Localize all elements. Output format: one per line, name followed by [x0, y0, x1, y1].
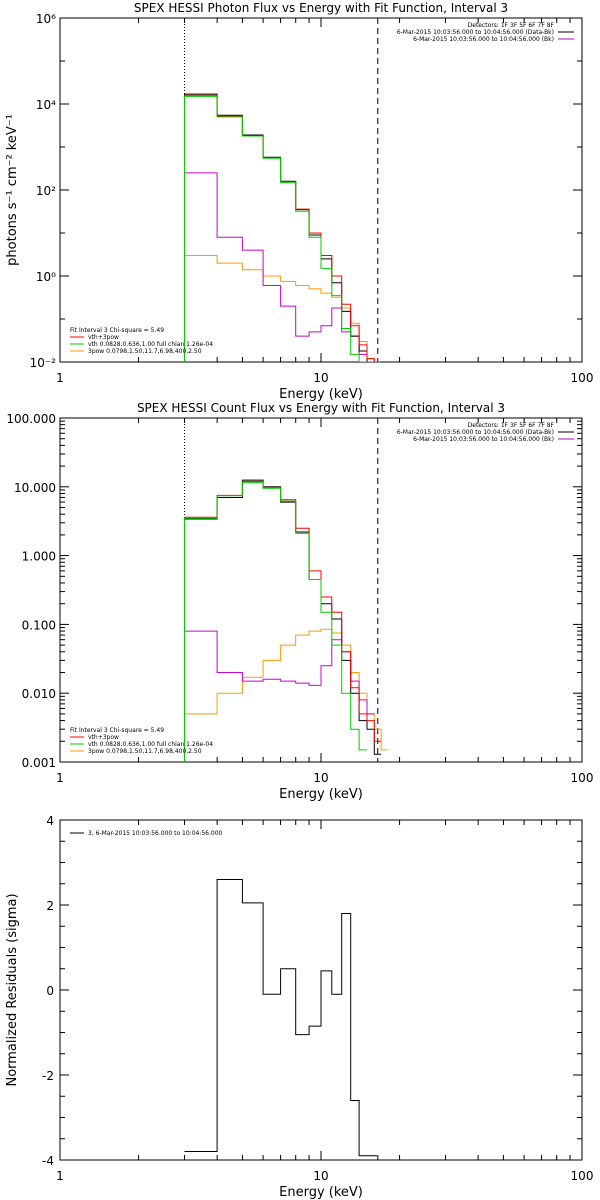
series-line-3 [184, 628, 388, 762]
y-tick-label: 4 [46, 814, 54, 828]
series-group [184, 479, 388, 762]
series-line-1 [184, 480, 382, 762]
x-tick-label: 10 [313, 371, 328, 385]
x-tick-label: 100 [571, 371, 594, 385]
legend-entry: 3, 6-Mar-2015 10:03:56.000 to 10:04:56.0… [88, 830, 223, 837]
x-tick-label: 10 [313, 771, 328, 785]
y-tick-label: 10⁻² [30, 356, 57, 370]
series-line-3 [184, 255, 382, 362]
panel-3: 1 10 100 -4 -2 0 2 4 Energy (keV) Normalized Resi… [5, 814, 593, 1200]
info-line: 6-Mar-2015 10:03:56.000 to 10:04:56.000 … [413, 436, 554, 443]
legend-entry: 3pow 0.0798,1.50,11.7,6.98,400,2.50 [88, 748, 202, 755]
y-tick-label: 2 [46, 899, 54, 913]
legend-entry: vth+3pow [88, 734, 119, 741]
y-tick-label: 0.001 [22, 756, 56, 770]
y-tick-label: 1.000 [22, 550, 56, 564]
y-tick-label: 10.000 [14, 481, 56, 495]
legend-entry: 3pow 0.0798,1.50,11.7,6.98,400,2.50 [88, 348, 202, 355]
series-line-4 [184, 172, 375, 362]
series-line-0 [184, 93, 375, 362]
y-tick-label: 10⁰ [36, 270, 56, 284]
y-tick-label: 0 [46, 984, 54, 998]
y-axis-label: photons s⁻¹ cm⁻² keV⁻¹ [5, 114, 20, 266]
y-tick-label: -4 [42, 1154, 54, 1168]
info-line: 6-Mar-2015 10:03:56.000 to 10:04:56.000 … [397, 29, 554, 36]
info-line: 6-Mar-2015 10:03:56.000 to 10:04:56.000 … [413, 36, 554, 43]
y-tick-label: 0.010 [22, 687, 56, 701]
y-tick-label: 100.000 [6, 412, 56, 426]
x-tick-label: 10 [313, 1169, 328, 1183]
series-line-2 [184, 95, 375, 362]
y-tick-label: 0.100 [22, 618, 56, 632]
legend-entry: Fit Interval 3 Chi-square = 5.49 [70, 727, 164, 734]
legend-entry: Fit Interval 3 Chi-square = 5.49 [70, 327, 164, 334]
series-line-0 [184, 879, 379, 1160]
series-group [184, 879, 379, 1160]
info-line: Detectors: 1F 3F 5F 6F 7F 8F [468, 422, 555, 429]
chart-title: SPEX HESSI Count Flux vs Energy with Fit… [137, 401, 505, 415]
legend-entry: vth 0.0828,0.636,1.00 full chian 1.26e-0… [88, 741, 213, 748]
x-tick-label: 100 [571, 1169, 594, 1183]
x-tick-label: 1 [56, 1169, 64, 1183]
y-tick-label: -2 [42, 1069, 54, 1083]
series-line-1 [184, 94, 382, 362]
chart-title: SPEX HESSI Photon Flux vs Energy with Fi… [134, 1, 508, 15]
plot-frame [59, 17, 583, 363]
series-line-4 [184, 630, 375, 762]
x-axis-label: Energy (keV) [279, 1185, 363, 1200]
x-tick-label: 1 [56, 771, 64, 785]
info-line: 6-Mar-2015 10:03:56.000 to 10:04:56.000 … [397, 429, 554, 436]
x-axis-label: Energy (keV) [279, 387, 363, 402]
y-tick-label: 10⁶ [36, 12, 56, 26]
legend-entry: vth 0.0828,0.636,1.00 full chian 1.26e-0… [88, 341, 213, 348]
info-line: Detectors: 1F 3F 5F 6F 7F 8F [468, 22, 555, 29]
series-line-2 [184, 482, 367, 762]
legend-entry: vth+3pow [88, 334, 119, 341]
y-tick-label: 10² [36, 184, 56, 198]
panel-2: 1 10 100 0.001 0.010 0.100 1.000 10.000 100.000 S… [6, 401, 593, 802]
panel-1: 1 10 100 10⁻² 10⁰ 10² 10⁴ 10⁶ SPEX HESSI Photon … [5, 1, 593, 402]
series-group [184, 93, 382, 362]
y-axis-label: Normalized Residuals (sigma) [5, 893, 20, 1086]
y-tick-label: 10⁴ [36, 98, 56, 112]
x-tick-label: 100 [571, 771, 594, 785]
series-line-0 [184, 479, 382, 762]
x-axis-label: Energy (keV) [279, 787, 363, 802]
x-tick-label: 1 [56, 371, 64, 385]
